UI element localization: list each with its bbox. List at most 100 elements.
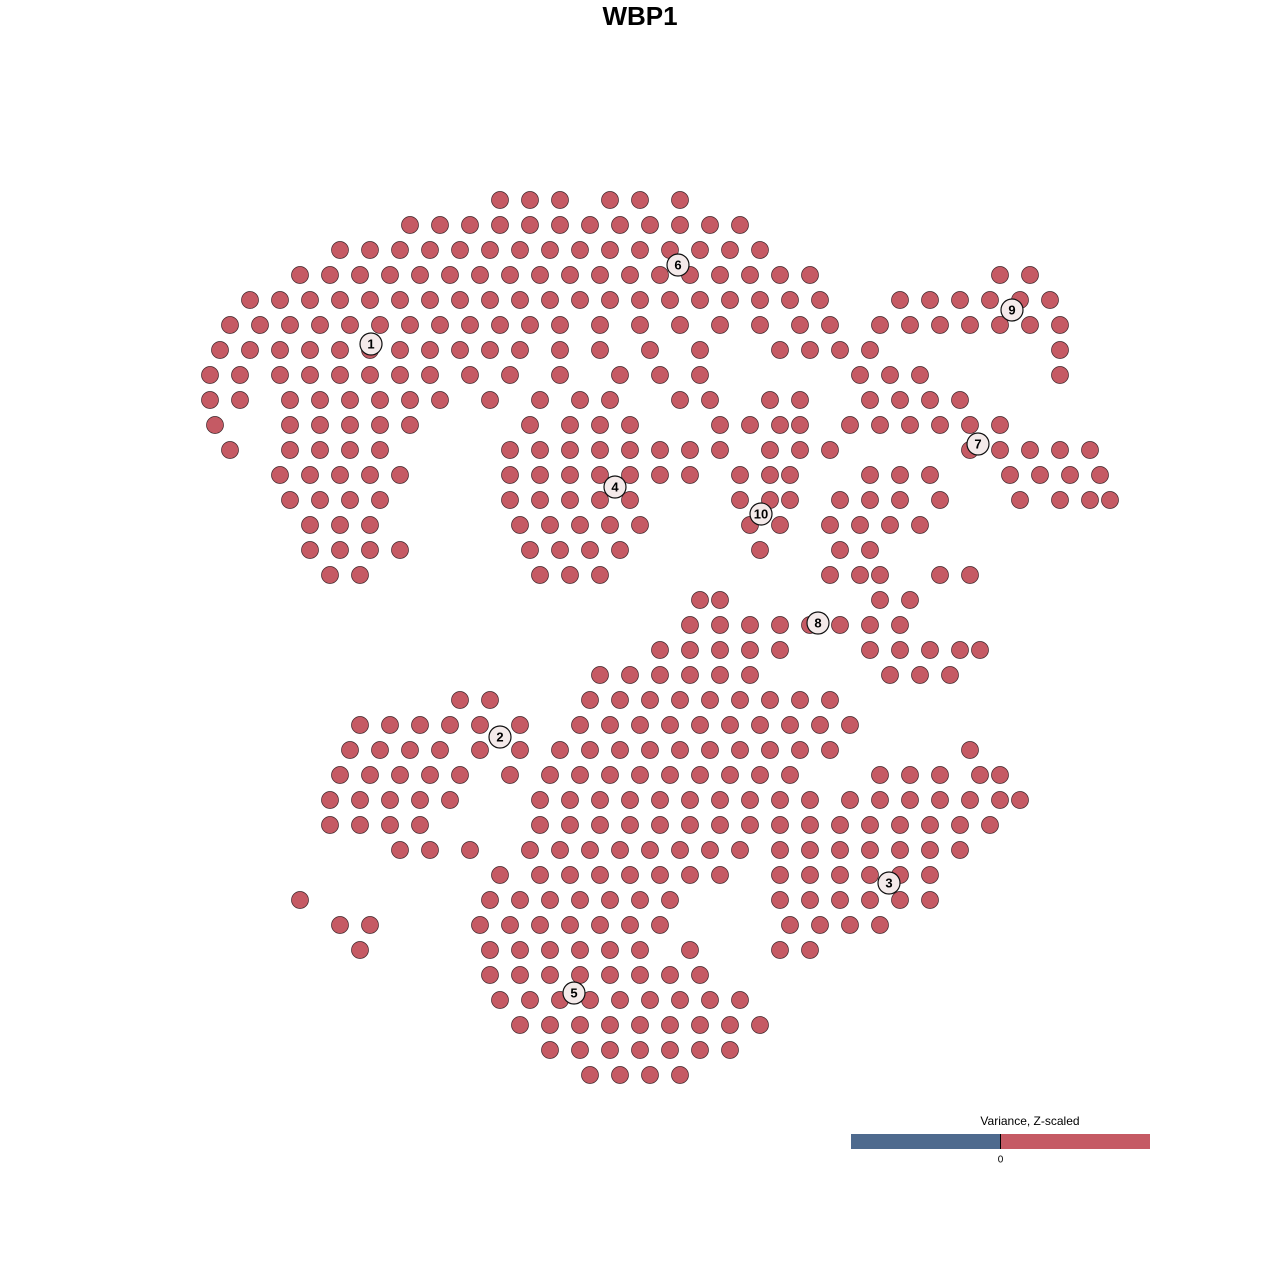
point [731, 216, 749, 234]
point [471, 266, 489, 284]
point [891, 816, 909, 834]
point [721, 1041, 739, 1059]
point [591, 866, 609, 884]
point [621, 441, 639, 459]
point [621, 916, 639, 934]
point [361, 541, 379, 559]
cluster-label: 1 [359, 332, 383, 356]
point [441, 266, 459, 284]
point [321, 566, 339, 584]
point [831, 541, 849, 559]
point [221, 441, 239, 459]
point [581, 1066, 599, 1084]
point [671, 991, 689, 1009]
point [861, 341, 879, 359]
point [661, 766, 679, 784]
point [531, 816, 549, 834]
point [651, 466, 669, 484]
point [861, 866, 879, 884]
point [1041, 291, 1059, 309]
point [391, 466, 409, 484]
point [771, 266, 789, 284]
point [551, 191, 569, 209]
point [641, 216, 659, 234]
point [601, 241, 619, 259]
point [481, 241, 499, 259]
point [281, 441, 299, 459]
point [991, 791, 1009, 809]
point [551, 216, 569, 234]
point [901, 791, 919, 809]
point [681, 441, 699, 459]
point [571, 716, 589, 734]
point [781, 491, 799, 509]
point [931, 766, 949, 784]
point [761, 466, 779, 484]
point [541, 1016, 559, 1034]
point [801, 891, 819, 909]
point [681, 816, 699, 834]
point [521, 841, 539, 859]
point [331, 341, 349, 359]
point [601, 1016, 619, 1034]
point [631, 766, 649, 784]
point [691, 591, 709, 609]
point [351, 266, 369, 284]
point [781, 291, 799, 309]
point [371, 491, 389, 509]
point [681, 641, 699, 659]
point [661, 1041, 679, 1059]
point [491, 866, 509, 884]
point [651, 791, 669, 809]
point [701, 216, 719, 234]
point [791, 416, 809, 434]
point [501, 491, 519, 509]
point [911, 666, 929, 684]
point [931, 416, 949, 434]
point [831, 616, 849, 634]
point [511, 966, 529, 984]
point [921, 641, 939, 659]
point [731, 491, 749, 509]
point [781, 466, 799, 484]
point [721, 716, 739, 734]
point [521, 416, 539, 434]
point [631, 241, 649, 259]
point [471, 716, 489, 734]
point [811, 716, 829, 734]
point [581, 216, 599, 234]
point [651, 866, 669, 884]
point [401, 216, 419, 234]
point [411, 266, 429, 284]
point [641, 841, 659, 859]
point [711, 316, 729, 334]
point [491, 191, 509, 209]
point [561, 441, 579, 459]
point [1051, 366, 1069, 384]
cluster-badge [749, 502, 773, 526]
point [921, 891, 939, 909]
point [521, 191, 539, 209]
point [891, 491, 909, 509]
point [291, 891, 309, 909]
point [381, 816, 399, 834]
point [531, 441, 549, 459]
point [961, 791, 979, 809]
point [611, 741, 629, 759]
point [561, 866, 579, 884]
point [701, 691, 719, 709]
point [231, 366, 249, 384]
point [461, 366, 479, 384]
point [871, 566, 889, 584]
point [801, 816, 819, 834]
point [611, 541, 629, 559]
point [211, 341, 229, 359]
point [691, 241, 709, 259]
point [501, 266, 519, 284]
point [621, 791, 639, 809]
point [611, 841, 629, 859]
cluster-badge [488, 725, 512, 749]
point [831, 866, 849, 884]
colorbar-segment [851, 1134, 1001, 1149]
point [451, 341, 469, 359]
